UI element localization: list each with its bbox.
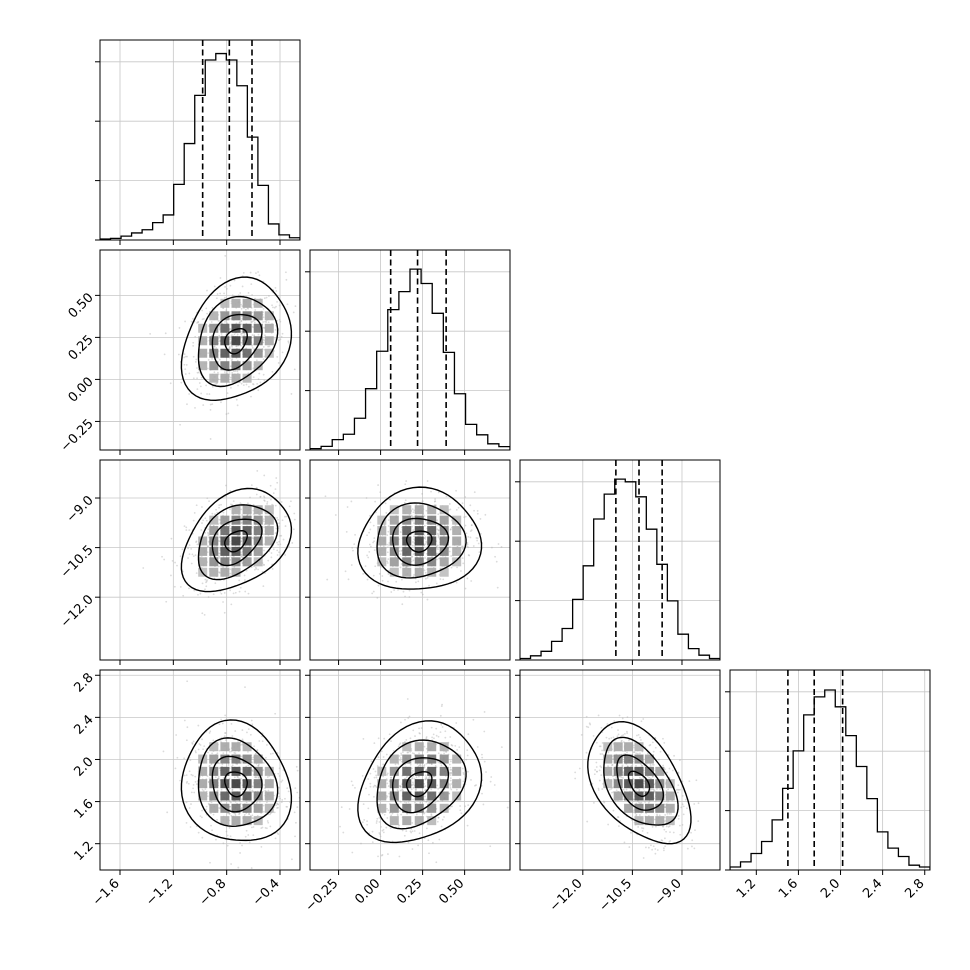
x-tick-label: 2.8 bbox=[902, 876, 927, 901]
contour-3 bbox=[180, 719, 293, 842]
panel-frame bbox=[519, 459, 721, 661]
panel-frame bbox=[309, 669, 511, 871]
x-tick-label: 0.00 bbox=[352, 876, 383, 907]
histogram-steps bbox=[730, 689, 930, 870]
contour-3 bbox=[587, 721, 692, 845]
y-tick-label: 2.4 bbox=[71, 712, 96, 737]
contour-2 bbox=[197, 295, 279, 388]
y-tick-label: −0.25 bbox=[58, 416, 97, 455]
y-tick-label: 2.8 bbox=[71, 670, 96, 695]
contour-0 bbox=[627, 770, 651, 797]
scatter-panel-1-0: −0.25 0.00 0.25 0.50 bbox=[58, 249, 301, 455]
x-tick-label: 1.6 bbox=[776, 876, 801, 901]
contour-0 bbox=[224, 771, 248, 798]
gridlines bbox=[100, 40, 300, 240]
contour-3 bbox=[357, 720, 483, 844]
scatter-panel-3-2: −12.0 −10.5 −9.0 bbox=[515, 669, 721, 915]
y-tick-label: 2.0 bbox=[71, 755, 96, 780]
histogram-panel-0 bbox=[95, 39, 301, 245]
contour-0 bbox=[224, 530, 248, 553]
scatter-panel-2-1 bbox=[305, 459, 511, 665]
panel-frame bbox=[729, 669, 931, 871]
x-tick-label: −10.5 bbox=[596, 876, 635, 915]
x-tick-label: −1.6 bbox=[90, 876, 123, 909]
x-tick-label: −9.0 bbox=[652, 876, 685, 909]
contour-2 bbox=[376, 739, 467, 830]
gridlines bbox=[310, 460, 510, 660]
y-tick-label: −9.0 bbox=[64, 493, 97, 526]
x-tick-label: −0.4 bbox=[250, 876, 283, 909]
contour-1 bbox=[391, 757, 450, 814]
histogram-panel-1 bbox=[305, 249, 511, 455]
panel-frame bbox=[99, 669, 301, 871]
x-tick-label: −12.0 bbox=[547, 876, 586, 915]
contour-3 bbox=[180, 487, 293, 593]
x-tick-label: 1.2 bbox=[734, 876, 759, 901]
y-tick-label: 1.2 bbox=[71, 839, 96, 864]
contour-2 bbox=[603, 736, 679, 826]
x-tick-label: −0.25 bbox=[303, 876, 342, 915]
histogram-panel-3: 1.2 1.6 2.0 2.4 2.8 bbox=[725, 669, 931, 901]
y-tick-label: 0.25 bbox=[66, 332, 97, 363]
panel-frame bbox=[309, 459, 511, 661]
panel-frame bbox=[309, 249, 511, 451]
y-tick-label: −10.5 bbox=[58, 543, 97, 582]
panel-frame bbox=[519, 669, 721, 871]
x-tick-label: 0.25 bbox=[394, 876, 425, 907]
contour-0 bbox=[405, 771, 433, 798]
panel-frame bbox=[99, 249, 301, 451]
contour-2 bbox=[197, 504, 279, 581]
y-tick-label: 1.6 bbox=[71, 797, 96, 822]
contour-1 bbox=[616, 754, 665, 811]
y-tick-label: −12.0 bbox=[58, 592, 97, 631]
panel-frame bbox=[99, 39, 301, 241]
contour-1 bbox=[391, 517, 450, 566]
gridlines bbox=[520, 460, 720, 660]
panel-frame bbox=[99, 459, 301, 661]
x-tick-label: 0.50 bbox=[436, 876, 467, 907]
contour-2 bbox=[376, 502, 467, 579]
histogram-panel-2 bbox=[515, 459, 721, 665]
histogram-steps bbox=[520, 478, 720, 660]
contour-0 bbox=[224, 327, 248, 355]
x-tick-label: 2.0 bbox=[818, 876, 843, 901]
scatter-panel-3-1: −0.25 0.00 0.25 0.50 bbox=[303, 669, 511, 915]
contour-1 bbox=[211, 755, 263, 813]
histogram-steps bbox=[100, 52, 300, 240]
gridlines bbox=[310, 670, 510, 870]
scatter-panel-3-0: −1.6 −1.2 −0.8 −0.4 1.2 1.6 2.0 2.4 2.8 bbox=[71, 669, 301, 909]
histogram-steps bbox=[310, 268, 510, 450]
contour-2 bbox=[197, 737, 279, 827]
contour-1 bbox=[211, 518, 263, 567]
y-tick-label: 0.00 bbox=[66, 374, 97, 405]
x-tick-label: −0.8 bbox=[197, 876, 230, 909]
contour-1 bbox=[211, 313, 263, 371]
contour-3 bbox=[180, 276, 293, 401]
contour-0 bbox=[405, 530, 433, 553]
contour-3 bbox=[357, 486, 483, 590]
y-tick-label: 0.50 bbox=[66, 290, 97, 321]
scatter-panel-2-0: −12.0 −10.5 −9.0 bbox=[58, 459, 301, 665]
gridlines bbox=[730, 670, 930, 870]
x-tick-label: 2.4 bbox=[860, 876, 885, 901]
x-tick-label: −1.2 bbox=[143, 876, 176, 909]
